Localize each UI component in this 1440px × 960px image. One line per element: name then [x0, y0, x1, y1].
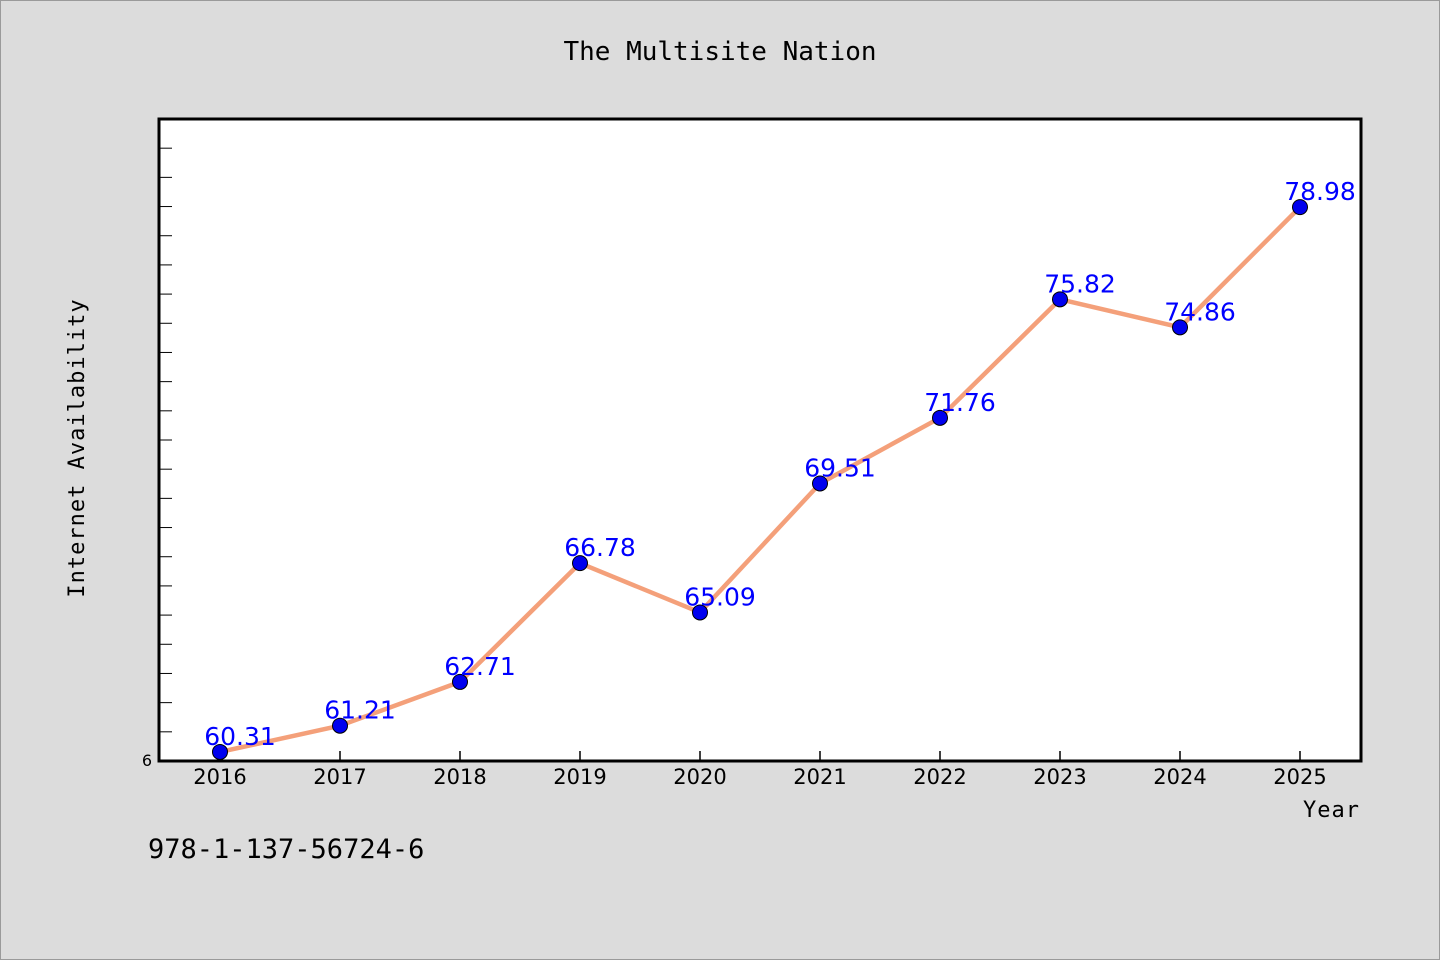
- data-point: [332, 717, 348, 734]
- data-label: 61.21: [324, 696, 396, 725]
- plot-area: [157, 117, 1363, 763]
- y-axis-ticks: [159, 147, 172, 733]
- x-tick-label: 2023: [1033, 765, 1086, 789]
- series-line: [217, 204, 1303, 755]
- x-tick-label: 2025: [1273, 765, 1326, 789]
- x-tick-label: 2017: [313, 765, 366, 789]
- data-label: 60.31: [204, 722, 276, 751]
- marker-layer: [212, 199, 1308, 760]
- data-label: 69.51: [804, 453, 876, 482]
- data-label: 74.86: [1164, 297, 1236, 326]
- x-tick-label: 2016: [193, 765, 246, 789]
- x-tick-label: 2020: [673, 765, 726, 789]
- isbn-footer: 978-1-137-56724-6: [148, 834, 425, 865]
- x-tick-label: 2024: [1153, 765, 1206, 789]
- data-point: [932, 409, 948, 426]
- x-tick-label: 2018: [433, 765, 486, 789]
- x-axis-title: Year: [1303, 798, 1360, 823]
- data-label: 75.82: [1044, 269, 1116, 298]
- data-point: [1052, 291, 1068, 308]
- data-label: 65.09: [684, 582, 756, 611]
- data-label-layer: 60.31 61.21 62.71 66.78 65.09 69.51 71.76 75.82…: [204, 177, 1356, 751]
- x-tick-label: 2019: [553, 765, 606, 789]
- data-point: [1172, 319, 1188, 336]
- x-tick-label: 2021: [793, 765, 846, 789]
- data-point: [812, 475, 828, 492]
- data-label: 66.78: [564, 533, 636, 562]
- data-label: 78.98: [1284, 177, 1356, 206]
- x-tick-label: 2022: [913, 765, 966, 789]
- data-point: [1292, 199, 1308, 216]
- y-axis-title: Internet Availability: [65, 298, 90, 597]
- y-axis-min-label: 6: [142, 751, 152, 770]
- chart-title: The Multisite Nation: [563, 37, 876, 67]
- data-label: 71.76: [924, 388, 996, 417]
- data-point: [572, 555, 588, 572]
- data-label: 62.71: [444, 652, 516, 681]
- data-point: [692, 604, 708, 621]
- data-point: [452, 673, 468, 690]
- data-point: [212, 743, 228, 760]
- series-layer: [217, 204, 1303, 755]
